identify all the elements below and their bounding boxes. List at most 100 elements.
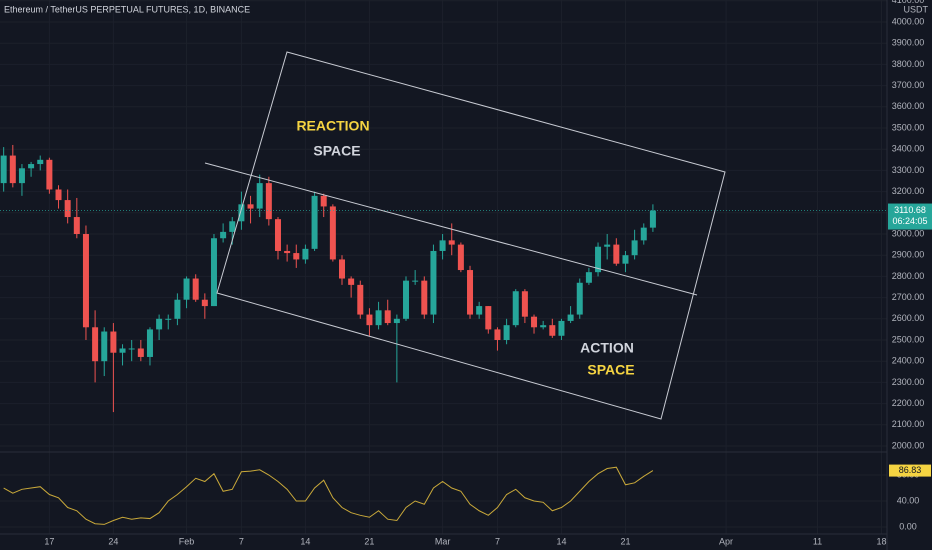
candle-body — [622, 255, 629, 264]
candle-body — [421, 280, 428, 315]
candle-body — [375, 310, 382, 326]
y-axis-unit: USDT — [904, 4, 929, 14]
rotated-rectangle — [216, 51, 726, 420]
candle-body — [503, 325, 510, 341]
candle-body — [604, 244, 611, 247]
candle-body — [137, 348, 144, 357]
last-value-box — [889, 464, 931, 477]
candle-body — [284, 250, 291, 254]
x-tick-label: 11 — [813, 536, 822, 546]
candle-body — [567, 314, 574, 321]
candle-body — [174, 299, 181, 319]
last-price-box — [888, 203, 932, 230]
candle-body — [210, 238, 217, 307]
candle-body — [256, 183, 263, 209]
y-tick-label: 3600.00 — [892, 101, 925, 111]
candle-body — [192, 278, 199, 300]
candle-body — [320, 195, 327, 207]
candle-body — [476, 306, 483, 315]
last-value-label: 86.83 — [899, 465, 922, 475]
candle-body — [348, 278, 355, 285]
y-tick-label: 3300.00 — [892, 165, 925, 175]
candle-body — [165, 318, 172, 320]
y-tick-label: 2600.00 — [892, 313, 925, 323]
annotation: SPACE — [313, 143, 360, 159]
y-tick-label: 0.00 — [899, 521, 917, 531]
candle-body — [439, 240, 446, 251]
candle-body — [631, 240, 638, 256]
y-tick-label: 2400.00 — [892, 356, 925, 366]
annotation: ACTION — [580, 340, 634, 356]
candle-body — [293, 253, 300, 260]
candle-body — [485, 306, 492, 330]
x-tick-label: 7 — [239, 536, 244, 546]
candle-body — [512, 291, 519, 326]
chart-title: Ethereum / TetherUS PERPETUAL FUTURES, 1… — [4, 4, 250, 14]
candle-body — [457, 244, 464, 271]
y-tick-label: 3000.00 — [892, 228, 925, 238]
candle-body — [649, 210, 656, 228]
y-tick-label: 3400.00 — [892, 144, 925, 154]
candle-body — [82, 234, 89, 328]
candle-body — [265, 183, 272, 220]
y-tick-label: 2500.00 — [892, 334, 925, 344]
channel-line — [204, 162, 698, 296]
y-tick-label: 2200.00 — [892, 398, 925, 408]
y-tick-label: 4000.00 — [892, 16, 925, 26]
last-price-label: 3110.68 — [894, 205, 926, 215]
annotation: REACTION — [296, 118, 369, 134]
y-tick-label: 3700.00 — [892, 80, 925, 90]
candle-body — [9, 155, 16, 184]
x-tick-label: Mar — [435, 536, 451, 546]
y-tick-label: 2300.00 — [892, 377, 925, 387]
candle-body — [274, 219, 281, 251]
y-tick-label: 2700.00 — [892, 292, 925, 302]
y-tick-label: 2000.00 — [892, 440, 925, 450]
x-tick-label: 17 — [44, 536, 54, 546]
candle-body — [640, 227, 647, 241]
grid — [0, 0, 887, 534]
candle-body — [247, 204, 254, 209]
x-tick-label: Feb — [179, 536, 195, 546]
candle-body — [238, 204, 245, 222]
candle-body — [403, 280, 410, 319]
candle-body — [613, 244, 620, 264]
candle-body — [128, 348, 135, 350]
x-tick-label: 21 — [364, 536, 374, 546]
candle-body — [366, 314, 373, 326]
y-tick-label: 3200.00 — [892, 186, 925, 196]
annotation: SPACE — [587, 362, 634, 378]
candle-body — [64, 200, 71, 218]
candle-body — [494, 329, 501, 341]
y-tick-label: 2900.00 — [892, 250, 925, 260]
candle-body — [595, 246, 602, 273]
candle-body — [467, 270, 474, 315]
candle-body — [549, 325, 556, 336]
y-tick-label: 3500.00 — [892, 122, 925, 132]
y-tick-label: 2800.00 — [892, 271, 925, 281]
candle-body — [201, 299, 208, 307]
candle-body — [531, 316, 538, 328]
candle-body — [393, 318, 400, 324]
candle-body — [37, 159, 44, 165]
y-tick-label: 2100.00 — [892, 419, 925, 429]
candle-body — [540, 325, 547, 328]
candle-body — [220, 231, 227, 239]
x-tick-label: Apr — [719, 536, 733, 546]
candle-body — [384, 310, 391, 324]
candle-body — [55, 189, 62, 201]
candle-body — [110, 331, 117, 353]
y-tick-label: 3900.00 — [892, 38, 925, 48]
candle-body — [412, 280, 419, 282]
y-tick-label: 40.00 — [897, 495, 920, 505]
candle-body — [119, 348, 126, 353]
candle-body — [585, 272, 592, 283]
candle-body — [558, 320, 565, 336]
x-tick-label: 24 — [108, 536, 118, 546]
candle-body — [92, 327, 99, 362]
candle-body — [0, 155, 7, 184]
candle-body — [46, 159, 53, 190]
candle-body — [101, 331, 108, 362]
